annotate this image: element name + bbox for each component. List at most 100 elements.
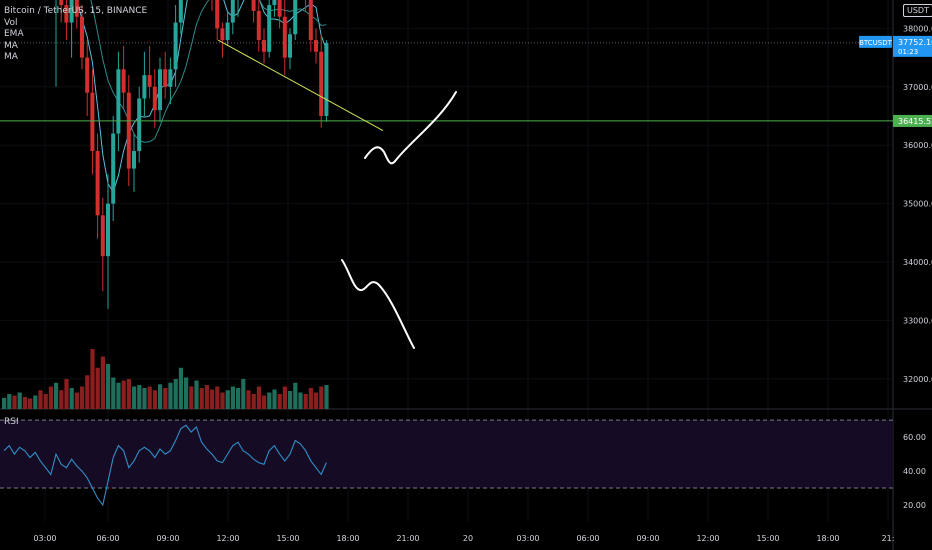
volume-bar xyxy=(241,379,246,409)
volume-bar xyxy=(303,394,308,409)
volume-bar xyxy=(272,389,277,409)
candlesticks xyxy=(55,0,329,309)
volume-bar xyxy=(80,386,85,409)
volume-bar xyxy=(33,395,38,409)
candle-body xyxy=(225,22,230,41)
time-tick-label: 03:00 xyxy=(33,534,56,543)
price-tick-label: 33000.00 xyxy=(903,316,932,325)
last-price-value: 37752.16 xyxy=(898,38,932,47)
volume-bar xyxy=(121,380,126,409)
volume-bar xyxy=(308,388,313,409)
volume-bar xyxy=(85,375,90,409)
candle-body xyxy=(215,0,220,29)
candle-body xyxy=(126,92,131,169)
rsi-legend[interactable]: RSI xyxy=(4,417,19,427)
candle-body xyxy=(230,0,235,23)
candle-body xyxy=(256,10,261,41)
volume-bar xyxy=(256,386,261,409)
candle-body xyxy=(319,51,324,117)
volume-bar xyxy=(7,394,12,409)
rsi-tick-label: 40.00 xyxy=(903,467,926,476)
candle-body xyxy=(69,0,74,23)
volume-bar xyxy=(158,384,163,409)
currency-badge[interactable]: USDT xyxy=(903,4,932,17)
rsi-band xyxy=(0,420,893,489)
volume-bar xyxy=(262,395,267,409)
time-tick-label: 12:00 xyxy=(216,534,239,543)
candle-body xyxy=(137,98,142,152)
volume-bar xyxy=(225,390,230,409)
volume-bars xyxy=(2,349,329,409)
volume-bar xyxy=(236,388,241,409)
volume-bar xyxy=(298,392,303,409)
candle-body xyxy=(277,0,282,17)
candle-body xyxy=(324,42,329,116)
candle-body xyxy=(74,0,79,17)
price-tick-label: 34000.00 xyxy=(903,258,932,267)
candle-body xyxy=(220,28,225,41)
legend-ma-2[interactable]: MA xyxy=(4,52,18,62)
volume-bar xyxy=(194,380,199,409)
candle-body xyxy=(267,5,272,52)
volume-bar xyxy=(126,379,131,409)
price-tick-label: 37000.00 xyxy=(903,83,932,92)
time-tick-label: 18:00 xyxy=(816,534,839,543)
time-tick-label: 09:00 xyxy=(156,534,179,543)
legend-symbol[interactable]: Bitcoin / TetherUS, 15, BINANCE xyxy=(4,6,148,16)
volume-bar xyxy=(163,388,168,409)
candle-body xyxy=(282,16,287,58)
candle-body xyxy=(314,40,318,52)
candle-body xyxy=(173,22,178,70)
volume-bar xyxy=(319,386,324,409)
rsi-tick-label: 60.00 xyxy=(903,433,926,442)
candle-body xyxy=(90,92,95,152)
volume-bar xyxy=(215,386,220,409)
candle-body xyxy=(178,0,183,23)
volume-bar xyxy=(43,394,48,409)
lower-trendline xyxy=(217,39,384,132)
volume-bar xyxy=(293,382,298,409)
candle-body xyxy=(85,57,90,93)
volume-bar xyxy=(95,367,100,409)
volume-bar xyxy=(267,392,272,409)
price-axis[interactable]: 44000.0043000.0042000.0041000.0040000.00… xyxy=(903,0,932,510)
candle-body xyxy=(100,215,105,257)
volume-bar xyxy=(59,390,64,409)
legend-volume[interactable]: Vol xyxy=(4,17,18,28)
candle-body xyxy=(64,5,69,23)
candle-body xyxy=(80,16,84,58)
candle-body xyxy=(168,69,173,87)
time-tick-label: 20 xyxy=(463,534,473,543)
volume-bar xyxy=(69,388,74,409)
candle-body xyxy=(158,69,162,111)
user-drawings[interactable] xyxy=(0,0,893,349)
ma-slow-line xyxy=(90,0,327,143)
time-axis[interactable]: 03:00 06:00 09:00 12:00 15:00 18:00 21:00 20 03:… xyxy=(33,534,894,543)
time-tick-label: 15:00 xyxy=(756,534,779,543)
volume-bar xyxy=(38,390,43,409)
volume-bar xyxy=(116,382,121,409)
legend-ema[interactable]: EMA xyxy=(4,29,24,39)
bearish-arrow-drawing xyxy=(341,259,415,349)
volume-bar xyxy=(106,364,111,409)
time-tick-label: 18:00 xyxy=(336,534,359,543)
volume-bar xyxy=(189,386,194,409)
candle-body xyxy=(152,86,157,111)
countdown-value: 01:23 xyxy=(898,48,918,56)
volume-bar xyxy=(48,386,53,409)
candle-body xyxy=(111,133,116,204)
volume-bar xyxy=(132,386,137,409)
volume-bar xyxy=(17,392,22,409)
symbol-badge-label: BTCUSDT xyxy=(859,39,893,47)
time-tick-label: 06:00 xyxy=(576,534,599,543)
volume-bar xyxy=(142,388,147,409)
time-tick-label: 21:00 xyxy=(396,534,419,543)
price-tick-label: 36000.00 xyxy=(903,141,932,150)
time-tick-label: 12:00 xyxy=(696,534,719,543)
volume-bar xyxy=(184,377,189,409)
volume-bar xyxy=(314,392,319,409)
volume-bar xyxy=(204,385,209,409)
volume-bar xyxy=(288,391,293,409)
legend-ma-1[interactable]: MA xyxy=(4,40,18,51)
